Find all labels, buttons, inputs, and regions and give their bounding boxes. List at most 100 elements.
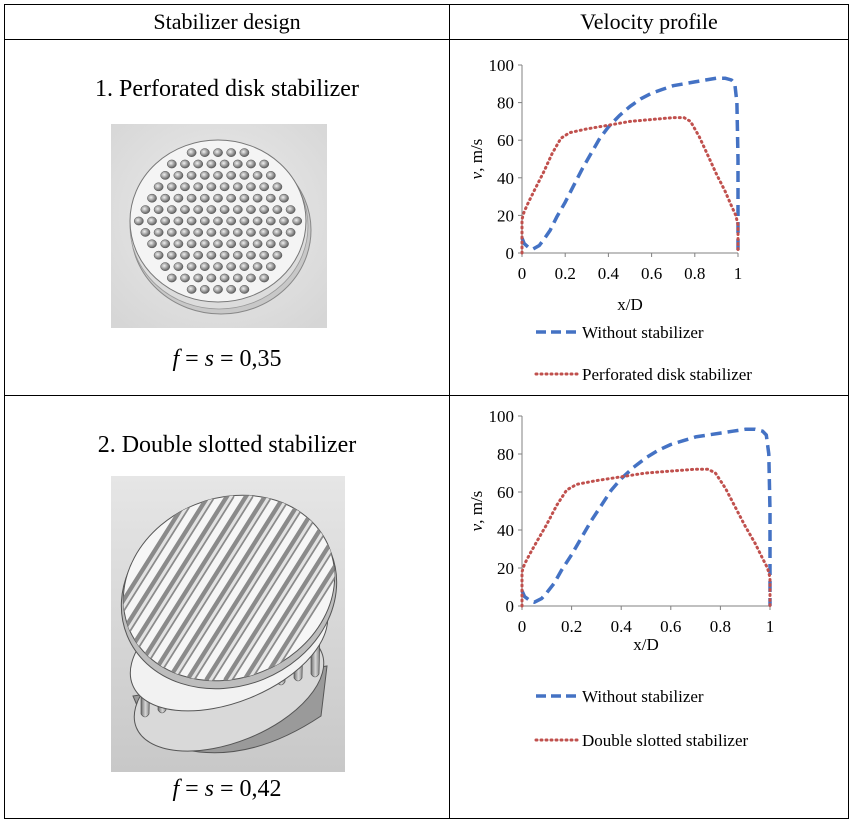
x-tick-label: 0 <box>518 264 527 283</box>
hole-mark <box>180 205 190 214</box>
hole-mark <box>186 239 197 249</box>
hole-mark <box>206 250 217 260</box>
hole-mark <box>173 239 184 249</box>
y-axis-label: v, m/s <box>467 139 486 180</box>
x-axis-label: x/D <box>633 635 659 654</box>
hole-mark <box>226 239 237 249</box>
x-tick-label: 0.2 <box>555 264 576 283</box>
hole-mark <box>186 216 197 226</box>
double-slotted-stabilizer-icon <box>111 476 345 772</box>
hole-mark <box>173 262 184 271</box>
hole-mark <box>239 193 250 203</box>
hole-mark <box>153 228 164 237</box>
hole-mark <box>285 228 296 237</box>
hole-mark <box>272 205 283 214</box>
hole-mark <box>199 148 210 157</box>
hole-mark <box>285 205 296 214</box>
hole-mark <box>166 273 177 283</box>
hole-mark <box>246 159 256 169</box>
hole-mark <box>226 216 237 226</box>
hole-mark <box>199 262 210 271</box>
param-eq1-2: = <box>179 776 205 802</box>
hole-mark <box>246 205 256 214</box>
hole-mark <box>219 250 230 260</box>
hole-mark <box>166 159 177 169</box>
hole-mark <box>232 205 243 214</box>
hole-mark <box>147 216 157 226</box>
hole-mark <box>186 262 197 271</box>
hole-mark <box>219 228 230 237</box>
hole-mark <box>252 193 263 203</box>
hole-mark <box>199 285 210 294</box>
y-tick-label: 100 <box>489 56 515 75</box>
hole-mark <box>140 205 151 214</box>
hole-mark <box>206 273 217 283</box>
header-stabilizer-design: Stabilizer design <box>4 4 450 40</box>
hole-mark <box>239 285 250 294</box>
hole-mark <box>173 193 184 203</box>
hole-mark <box>219 159 230 169</box>
hole-mark <box>180 182 190 192</box>
hole-mark <box>213 216 223 226</box>
y-tick-label: 100 <box>489 407 515 426</box>
hole-mark <box>193 228 204 237</box>
legend-label-1: Without stabilizer <box>582 323 704 342</box>
hole-mark <box>180 250 190 260</box>
hole-mark <box>133 216 144 226</box>
x-tick-label: 0 <box>518 617 527 636</box>
velocity-chart-2: 0 20 40 60 80 100 0 0.2 0.4 0.6 0.8 1 x/D v, m/s Witho… <box>467 407 774 750</box>
hole-mark <box>180 228 190 237</box>
perforated-disk-icon <box>111 124 327 328</box>
hole-mark <box>153 205 164 214</box>
table-row: 2. Double slotted stabilizer <box>4 395 849 819</box>
hole-mark <box>160 262 171 271</box>
hole-mark <box>160 193 171 203</box>
hole-mark <box>239 148 250 157</box>
hole-mark <box>166 228 177 237</box>
hole-mark <box>173 216 184 226</box>
hole-mark <box>160 171 171 180</box>
hole-mark <box>272 250 283 260</box>
param-label-2: f = s = 0,42 <box>5 776 449 803</box>
hole-mark <box>252 262 263 271</box>
param-eq2-1: = 0,35 <box>214 346 282 372</box>
hole-mark <box>239 262 250 271</box>
hole-mark <box>213 262 223 271</box>
hole-mark <box>259 159 270 169</box>
hole-mark <box>193 182 204 192</box>
hole-mark <box>232 182 243 192</box>
param-s-1: s <box>204 346 214 372</box>
table-row: 1. Perforated disk stabilizer <box>4 39 849 396</box>
hole-mark <box>226 148 237 157</box>
hole-mark <box>193 250 204 260</box>
hole-mark <box>265 262 276 271</box>
stabilizer-comparison-table: Stabilizer design Velocity profile 1. Pe… <box>4 4 849 819</box>
hole-mark <box>219 182 230 192</box>
legend-label-2: Double slotted stabilizer <box>582 731 749 750</box>
x-tick-label: 0.4 <box>611 617 633 636</box>
hole-mark <box>180 159 190 169</box>
hole-mark <box>265 193 276 203</box>
y-tick-label: 20 <box>497 559 514 578</box>
x-tick-label: 0.8 <box>710 617 731 636</box>
param-s-2: s <box>204 776 214 802</box>
hole-mark <box>193 273 204 283</box>
y-tick-label: 40 <box>497 521 514 540</box>
param-f-1: f <box>172 346 180 372</box>
header-row: Stabilizer design Velocity profile <box>4 4 849 40</box>
y-axis-label: v, m/s <box>467 491 486 532</box>
hole-mark <box>226 262 237 271</box>
hole-mark <box>246 273 256 283</box>
hole-mark <box>226 193 237 203</box>
slot-highlight <box>111 494 195 682</box>
hole-mark <box>232 250 243 260</box>
series-line-1 <box>520 76 740 253</box>
slot-highlight <box>152 494 271 682</box>
hole-mark <box>160 239 171 249</box>
param-eq2-2: = 0,42 <box>214 776 282 802</box>
hole-mark <box>166 205 177 214</box>
table: Stabilizer design Velocity profile 1. Pe… <box>4 4 849 819</box>
hole-mark <box>232 228 243 237</box>
hole-mark <box>259 250 270 260</box>
param-label-1: f = s = 0,35 <box>5 346 449 373</box>
